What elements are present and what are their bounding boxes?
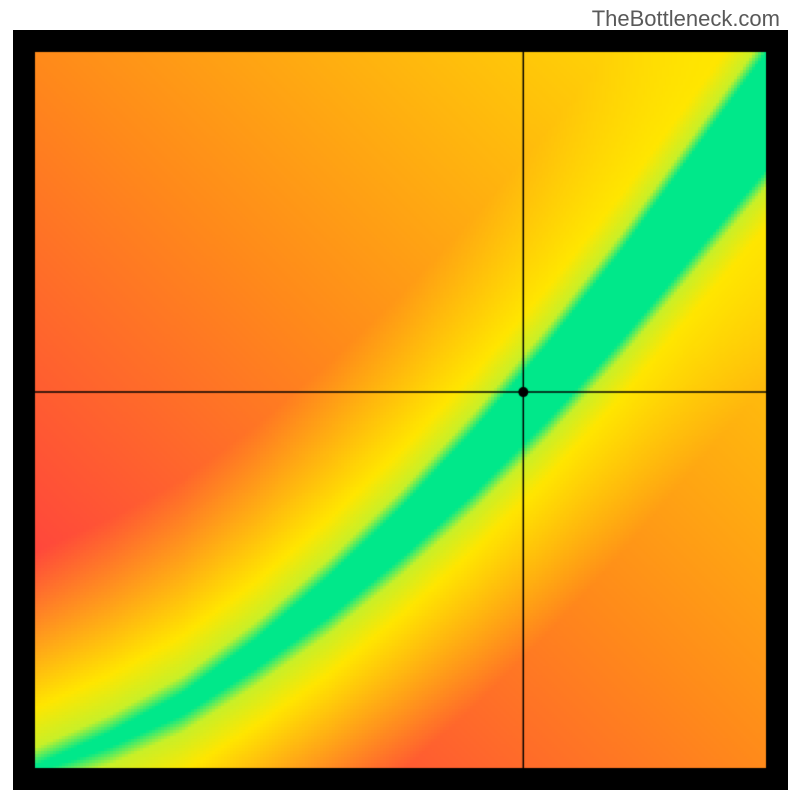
heatmap-canvas xyxy=(13,30,788,790)
watermark: TheBottleneck.com xyxy=(592,6,780,32)
bottleneck-heatmap xyxy=(13,30,788,790)
